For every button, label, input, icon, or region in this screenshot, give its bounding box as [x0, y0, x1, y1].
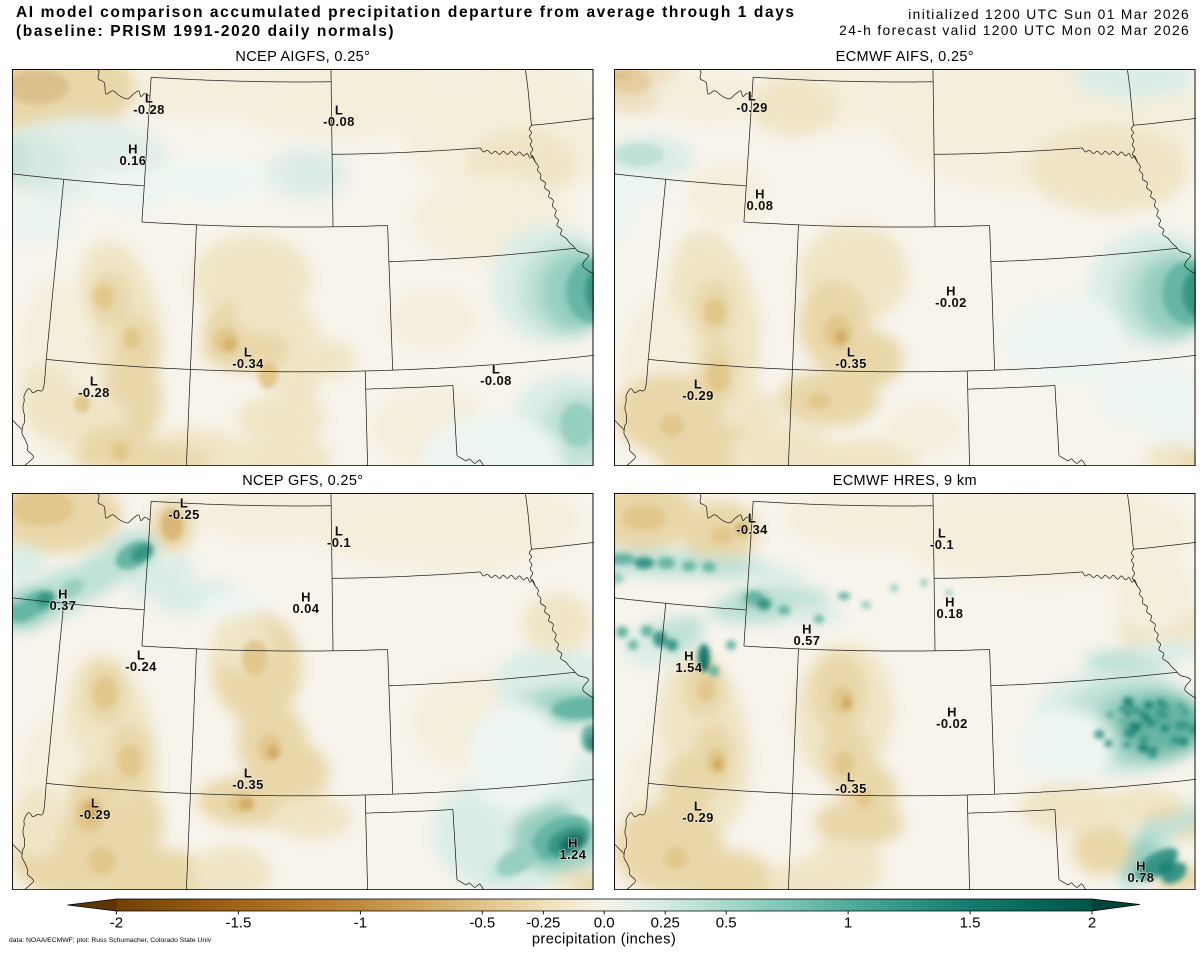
- svg-text:L: L: [492, 362, 500, 377]
- svg-text:0.04: 0.04: [293, 601, 320, 616]
- svg-text:0.18: 0.18: [937, 606, 964, 621]
- svg-text:L: L: [244, 766, 252, 781]
- svg-text:0.57: 0.57: [794, 633, 821, 648]
- svg-text:-0.29: -0.29: [682, 810, 714, 825]
- svg-text:-0.29: -0.29: [682, 388, 714, 403]
- svg-text:H: H: [1136, 859, 1146, 874]
- svg-text:precipitation (inches): precipitation (inches): [532, 932, 676, 948]
- svg-text:-1.5: -1.5: [225, 915, 251, 932]
- svg-text:0.25: 0.25: [651, 915, 680, 932]
- svg-text:L: L: [335, 524, 343, 539]
- svg-text:H: H: [947, 705, 957, 720]
- svg-text:H: H: [568, 836, 578, 851]
- svg-text:-0.08: -0.08: [480, 373, 512, 388]
- svg-text:L: L: [145, 91, 153, 106]
- svg-text:L: L: [847, 345, 855, 360]
- svg-text:1.5: 1.5: [960, 915, 981, 932]
- svg-text:-0.24: -0.24: [125, 659, 157, 674]
- svg-text:1.54: 1.54: [676, 660, 703, 675]
- svg-text:H: H: [755, 187, 765, 202]
- svg-text:H: H: [58, 587, 68, 602]
- svg-text:H: H: [945, 595, 955, 610]
- svg-text:-0.29: -0.29: [79, 807, 111, 822]
- svg-text:2: 2: [1088, 915, 1096, 932]
- svg-text:L: L: [748, 511, 756, 526]
- svg-text:L: L: [244, 345, 252, 360]
- svg-text:1.24: 1.24: [560, 847, 587, 862]
- svg-text:-1: -1: [354, 915, 367, 932]
- svg-text:-0.35: -0.35: [835, 356, 867, 371]
- svg-text:L: L: [938, 526, 946, 541]
- svg-text:L: L: [90, 374, 98, 389]
- svg-text:L: L: [694, 799, 702, 814]
- svg-text:-0.35: -0.35: [835, 781, 867, 796]
- svg-text:L: L: [91, 796, 99, 811]
- svg-text:0.0: 0.0: [594, 915, 615, 932]
- svg-text:L: L: [180, 496, 188, 511]
- svg-text:-0.02: -0.02: [935, 295, 967, 310]
- svg-text:0.37: 0.37: [50, 598, 77, 613]
- svg-text:-2: -2: [110, 915, 123, 932]
- svg-text:0.5: 0.5: [716, 915, 737, 932]
- svg-text:0.16: 0.16: [120, 153, 147, 168]
- svg-text:-0.1: -0.1: [930, 537, 954, 552]
- svg-text:L: L: [748, 89, 756, 104]
- svg-text:1: 1: [844, 915, 852, 932]
- svg-text:-0.25: -0.25: [526, 915, 560, 932]
- svg-text:-0.02: -0.02: [936, 716, 968, 731]
- svg-text:-0.5: -0.5: [469, 915, 495, 932]
- svg-text:H: H: [684, 649, 694, 664]
- svg-text:-0.08: -0.08: [323, 114, 355, 129]
- svg-text:-0.28: -0.28: [133, 102, 165, 117]
- svg-text:H: H: [802, 622, 812, 637]
- svg-text:-0.35: -0.35: [232, 777, 264, 792]
- svg-text:-0.28: -0.28: [78, 385, 110, 400]
- svg-text:H: H: [301, 590, 311, 605]
- svg-text:-0.34: -0.34: [232, 356, 264, 371]
- svg-text:-0.1: -0.1: [327, 535, 351, 550]
- svg-text:0.78: 0.78: [1128, 870, 1155, 885]
- svg-text:-0.25: -0.25: [168, 507, 200, 522]
- svg-text:-0.29: -0.29: [736, 100, 768, 115]
- svg-text:L: L: [137, 648, 145, 663]
- svg-text:-0.34: -0.34: [736, 522, 768, 537]
- svg-text:H: H: [128, 142, 138, 157]
- svg-text:L: L: [847, 770, 855, 785]
- svg-text:H: H: [946, 284, 956, 299]
- svg-text:0.08: 0.08: [747, 198, 774, 213]
- svg-text:L: L: [694, 377, 702, 392]
- svg-text:L: L: [335, 103, 343, 118]
